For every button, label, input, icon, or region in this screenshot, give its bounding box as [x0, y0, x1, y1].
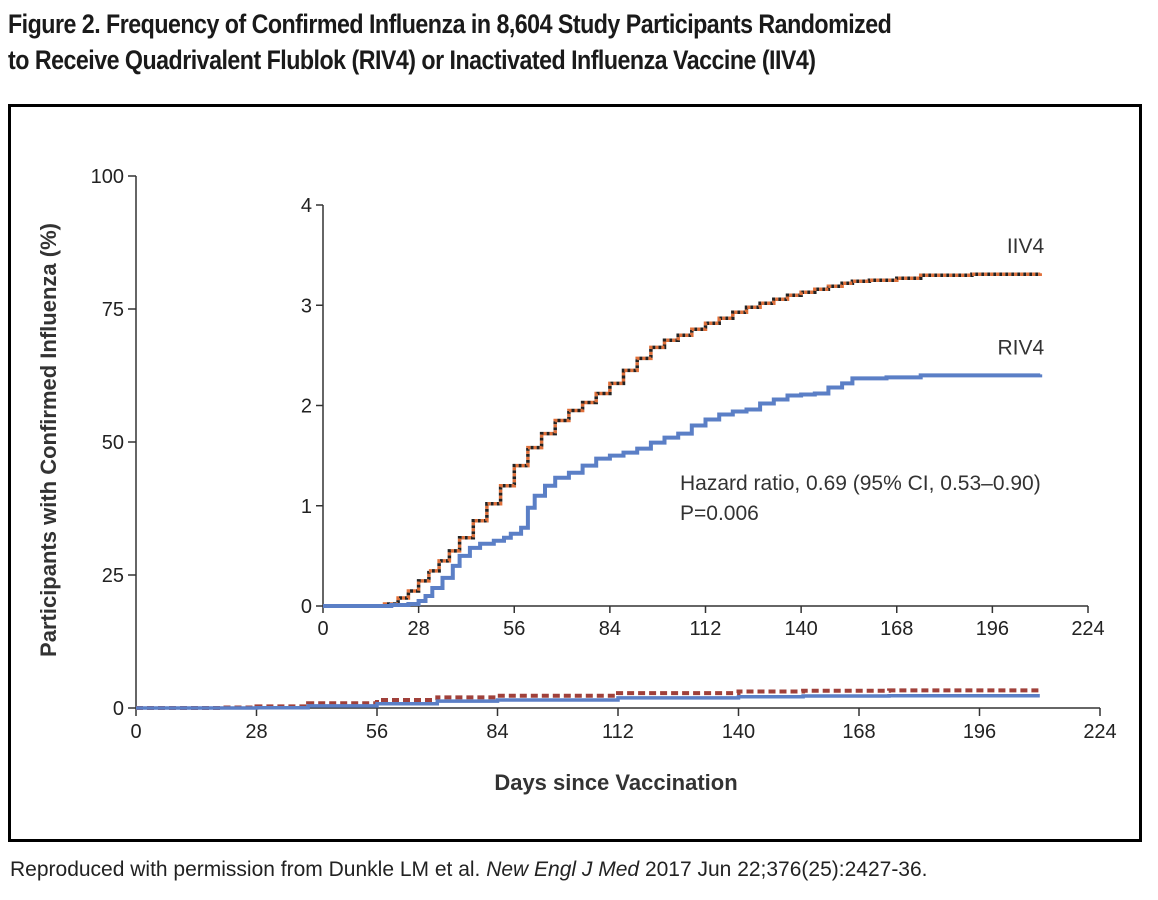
inset-y-tick-label: 1: [301, 496, 312, 518]
main-x-axis-label: Days since Vaccination: [494, 770, 737, 795]
inset-series-iiv4-dots: [323, 272, 1042, 608]
inset-series-label-iiv4: IIV4: [1007, 235, 1045, 258]
main-x-tick-label: 196: [963, 721, 996, 743]
main-y-tick-label: 0: [113, 698, 124, 720]
main-y-tick-label: 50: [102, 432, 124, 454]
main-y-tick-label: 100: [91, 166, 124, 188]
figure-title-line1: Figure 2. Frequency of Confirmed Influen…: [8, 9, 892, 39]
main-x-tick-label: 168: [842, 721, 875, 743]
inset-x-tick-label: 112: [690, 618, 722, 640]
inset-y-tick-label: 3: [301, 295, 312, 317]
caption-suffix: 2017 Jun 22;376(25):2427-36.: [639, 858, 928, 881]
caption-prefix: Reproduced with permission from Dunkle L…: [10, 858, 487, 881]
main-x-tick-label: 28: [245, 721, 267, 743]
inset-x-tick-label: 196: [976, 618, 1009, 640]
inset-x-tick-label: 28: [408, 618, 430, 640]
main-y-tick-label: 25: [102, 565, 124, 587]
inset-series-riv4-line: [323, 373, 1043, 608]
main-series-riv4-line: [136, 694, 1040, 710]
main-x-tick-label: 224: [1083, 721, 1116, 743]
main-x-tick-label: 0: [130, 721, 141, 743]
chart-frame: [8, 104, 1142, 842]
inset-y-tick-label: 2: [301, 396, 312, 418]
figure-caption: Reproduced with permission from Dunkle L…: [10, 858, 928, 882]
main-x-tick-label: 84: [486, 721, 508, 743]
inset-x-tick-label: 56: [503, 618, 525, 640]
figure-title-line2: to Receive Quadrivalent Flublok (RIV4) o…: [8, 45, 816, 75]
inset-hazard-ratio-annotation: Hazard ratio, 0.69 (95% CI, 0.53–0.90): [680, 472, 1041, 495]
caption-journal: New Engl J Med: [486, 858, 640, 881]
inset-x-tick-label: 84: [599, 618, 621, 640]
main-x-tick-label: 140: [722, 721, 755, 743]
inset-x-tick-label: 0: [317, 618, 328, 640]
figure-title: Figure 2. Frequency of Confirmed Influen…: [8, 6, 988, 78]
inset-x-tick-label: 224: [1071, 618, 1104, 640]
main-y-axis-label: Participants with Confirmed Influenza (%…: [36, 223, 61, 657]
inset-x-tick-label: 168: [880, 618, 913, 640]
main-y-tick-label: 75: [102, 299, 124, 321]
inset-x-tick-label: 140: [784, 618, 817, 640]
inset-y-tick-label: 4: [301, 195, 312, 217]
main-x-tick-label: 56: [366, 721, 388, 743]
inset-y-tick-label: 0: [301, 596, 312, 618]
inset-p-value-annotation: P=0.006: [680, 502, 759, 525]
main-x-tick-label: 112: [602, 721, 634, 743]
inset-series-label-riv4: RIV4: [998, 336, 1045, 359]
inset-series-iiv4-line: [323, 272, 1042, 608]
